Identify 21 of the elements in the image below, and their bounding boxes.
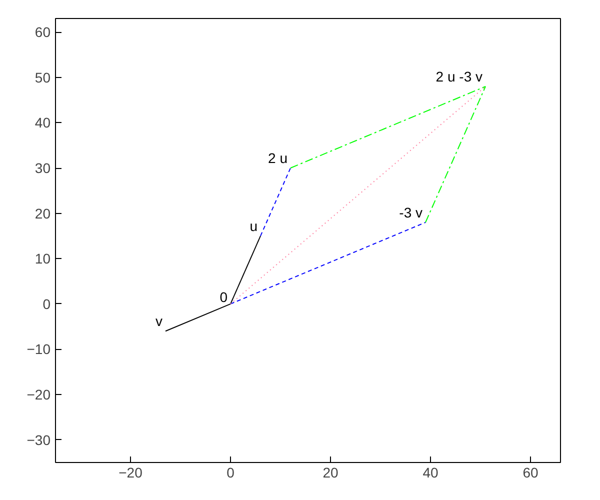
annotation: 0 <box>220 288 228 305</box>
x-tick-label: 40 <box>422 464 438 480</box>
annotation: 2 u -3 v <box>436 68 483 84</box>
annotation: -3 v <box>399 204 423 220</box>
y-tick-label: 30 <box>34 160 51 176</box>
x-tick-label: 60 <box>522 464 538 480</box>
annotation: u <box>250 218 258 234</box>
y-tick-label: 0 <box>42 296 51 312</box>
y-tick-label: −30 <box>26 432 51 448</box>
x-tick-label: 20 <box>322 464 338 480</box>
x-tick-label: 0 <box>226 464 235 480</box>
y-tick-label: 20 <box>34 205 51 222</box>
y-tick-label: 60 <box>34 24 51 40</box>
annotation: v <box>156 313 162 330</box>
annotation: 2 u <box>268 150 288 166</box>
y-tick-label: 50 <box>34 69 51 86</box>
y-tick-label: −10 <box>26 341 51 358</box>
y-tick-label: 40 <box>34 114 51 131</box>
y-tick-label: 10 <box>34 250 51 267</box>
x-tick-label: −20 <box>118 464 143 480</box>
y-tick-label: −20 <box>26 386 51 403</box>
